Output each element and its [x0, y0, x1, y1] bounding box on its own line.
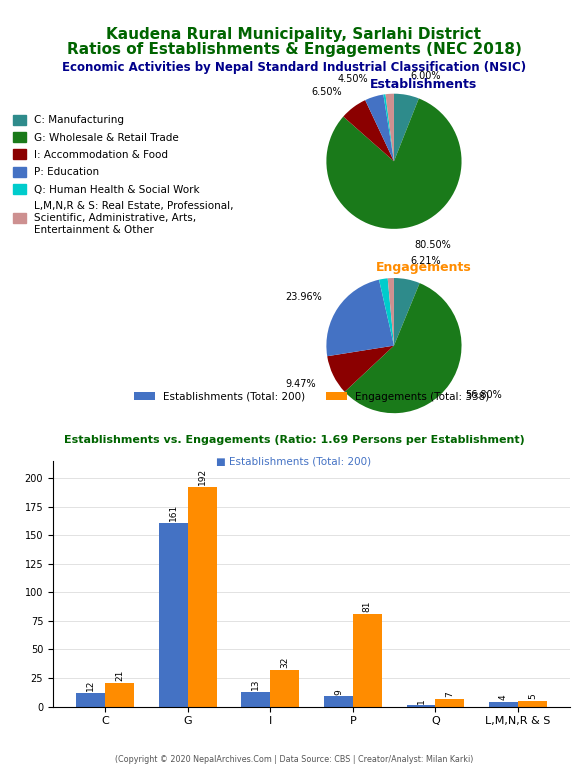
- Bar: [518, 701, 547, 707]
- Bar: [188, 487, 217, 707]
- Text: 32: 32: [280, 657, 289, 668]
- Text: 1.48%: 1.48%: [0, 767, 1, 768]
- Text: 9.47%: 9.47%: [286, 379, 316, 389]
- Text: 0.50%: 0.50%: [0, 767, 1, 768]
- Bar: [406, 706, 436, 707]
- Text: 2.00%: 2.00%: [0, 767, 1, 768]
- Wedge shape: [387, 278, 394, 346]
- Text: 4.50%: 4.50%: [338, 74, 369, 84]
- Text: 56.80%: 56.80%: [465, 389, 502, 399]
- Text: 6.50%: 6.50%: [312, 87, 342, 97]
- Text: 23.96%: 23.96%: [286, 292, 322, 302]
- Wedge shape: [326, 280, 394, 356]
- Wedge shape: [394, 278, 420, 346]
- Text: 192: 192: [198, 468, 207, 485]
- Text: Economic Activities by Nepal Standard Industrial Classification (NSIC): Economic Activities by Nepal Standard In…: [62, 61, 526, 74]
- Text: 2.07%: 2.07%: [0, 767, 1, 768]
- Bar: [270, 670, 299, 707]
- Text: 81: 81: [363, 601, 372, 612]
- Text: Kaudena Rural Municipality, Sarlahi District: Kaudena Rural Municipality, Sarlahi Dist…: [106, 27, 482, 42]
- Wedge shape: [383, 94, 394, 161]
- Bar: [324, 697, 353, 707]
- Bar: [105, 683, 134, 707]
- Bar: [353, 614, 382, 707]
- Text: 6.00%: 6.00%: [410, 71, 440, 81]
- Wedge shape: [365, 94, 394, 161]
- Bar: [489, 702, 518, 707]
- Legend: Establishments (Total: 200), Engagements (Total: 338): Establishments (Total: 200), Engagements…: [130, 387, 493, 406]
- Text: 13: 13: [252, 678, 260, 690]
- Wedge shape: [386, 94, 394, 161]
- Legend: C: Manufacturing, G: Wholesale & Retail Trade, I: Accommodation & Food, P: Educa: C: Manufacturing, G: Wholesale & Retail …: [11, 113, 236, 237]
- Wedge shape: [345, 283, 462, 413]
- Text: 9: 9: [334, 689, 343, 694]
- Text: ■ Establishments (Total: 200): ■ Establishments (Total: 200): [216, 457, 372, 467]
- Text: 7: 7: [445, 691, 455, 697]
- Text: 80.50%: 80.50%: [414, 240, 451, 250]
- Text: Ratios of Establishments & Engagements (NEC 2018): Ratios of Establishments & Engagements (…: [66, 42, 522, 58]
- Bar: [159, 522, 188, 707]
- Text: 5: 5: [528, 694, 537, 699]
- Wedge shape: [379, 278, 394, 346]
- Wedge shape: [394, 94, 419, 161]
- Wedge shape: [327, 346, 394, 392]
- Text: (Copyright © 2020 NepalArchives.Com | Data Source: CBS | Creator/Analyst: Milan : (Copyright © 2020 NepalArchives.Com | Da…: [115, 755, 473, 764]
- Text: Establishments: Establishments: [370, 78, 477, 91]
- Bar: [242, 692, 270, 707]
- Text: 12: 12: [86, 680, 95, 691]
- Wedge shape: [326, 98, 462, 229]
- Text: 161: 161: [169, 504, 178, 521]
- Wedge shape: [343, 100, 394, 161]
- Bar: [436, 699, 465, 707]
- Text: Establishments vs. Engagements (Ratio: 1.69 Persons per Establishment): Establishments vs. Engagements (Ratio: 1…: [64, 435, 524, 445]
- Bar: [76, 693, 105, 707]
- Text: 21: 21: [115, 670, 124, 681]
- Text: 4: 4: [499, 694, 508, 700]
- Text: 6.21%: 6.21%: [411, 256, 442, 266]
- Text: Engagements: Engagements: [376, 261, 471, 274]
- Text: 1: 1: [416, 698, 426, 703]
